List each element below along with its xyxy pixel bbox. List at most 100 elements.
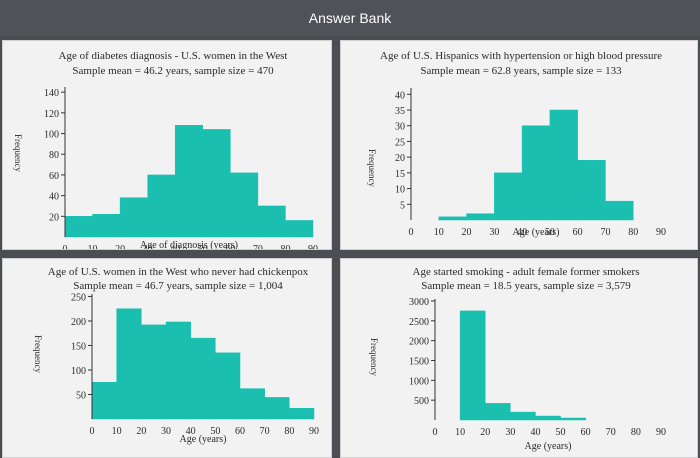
- x-tick-label: 10: [88, 244, 98, 250]
- x-tick-label: 0: [433, 427, 438, 438]
- chart-subtitle: Sample mean = 46.2 years, sample size = …: [72, 65, 274, 77]
- y-tick-label: 25: [395, 137, 405, 148]
- histogram-bar: [605, 200, 634, 221]
- histogram-bar: [459, 310, 486, 421]
- histogram-bar: [190, 337, 216, 420]
- x-tick-label: 60: [573, 227, 583, 238]
- y-tick-label: 50: [76, 390, 86, 401]
- x-tick-label: 80: [280, 244, 290, 250]
- y-tick-label: 200: [71, 317, 86, 328]
- x-tick-label: 50: [210, 426, 220, 437]
- histogram-bar: [257, 205, 286, 238]
- answer-bank-header: Answer Bank: [0, 0, 700, 36]
- histogram-bar: [535, 415, 561, 421]
- y-tick-label: 140: [44, 88, 59, 99]
- y-tick-label: 2500: [409, 317, 429, 328]
- chart-subtitle: Sample mean = 46.7 years, sample size = …: [73, 280, 283, 292]
- histogram-bar: [215, 352, 241, 420]
- x-tick-label: 70: [253, 244, 263, 250]
- histogram-bar: [494, 172, 523, 221]
- histogram-bar: [239, 388, 265, 420]
- histogram-bar: [289, 407, 315, 420]
- histogram-bar: [285, 220, 314, 238]
- y-axis-label: Frequency: [13, 134, 23, 172]
- histogram-bar: [577, 160, 606, 221]
- x-axis-label: Age (years): [513, 227, 560, 238]
- y-tick-label: 150: [71, 341, 86, 352]
- chart-title: Age started smoking - adult female forme…: [413, 266, 640, 278]
- x-tick-label: 90: [656, 427, 666, 438]
- y-tick-label: 100: [71, 366, 86, 377]
- x-tick-label: 10: [112, 426, 122, 437]
- y-tick-label: 80: [49, 150, 59, 161]
- x-tick-label: 30: [489, 227, 499, 238]
- y-tick-label: 2000: [409, 337, 429, 348]
- x-tick-label: 60: [225, 244, 235, 250]
- x-tick-label: 40: [530, 427, 540, 438]
- histogram-bar: [510, 411, 536, 421]
- y-axis-label: Frequency: [367, 149, 377, 187]
- x-tick-label: 60: [581, 427, 591, 438]
- x-tick-label: 0: [63, 244, 68, 250]
- y-axis-label: Frequency: [369, 338, 379, 376]
- chart-title: Age of U.S. women in the West who never …: [48, 266, 309, 278]
- histogram-bar: [147, 174, 176, 238]
- histogram-card-hypertension[interactable]: Age of U.S. Hispanics with hypertension …: [340, 40, 698, 250]
- x-tick-label: 80: [628, 227, 638, 238]
- x-axis-label: Age (years): [180, 434, 227, 445]
- histogram-bar: [174, 125, 204, 238]
- x-tick-label: 70: [260, 426, 270, 437]
- histogram-bar: [64, 216, 93, 238]
- histogram-card-diabetes[interactable]: Age of diabetes diagnosis - U.S. women i…: [2, 40, 332, 250]
- histogram-smoking-chart: Age started smoking - adult female forme…: [369, 266, 666, 452]
- chart-title: Age of U.S. Hispanics with hypertension …: [380, 50, 662, 62]
- y-axis-label: Frequency: [33, 335, 43, 373]
- x-tick-label: 50: [198, 244, 208, 250]
- y-tick-label: 500: [414, 396, 429, 407]
- x-tick-label: 10: [455, 427, 465, 438]
- chart-title: Age of diabetes diagnosis - U.S. women i…: [59, 50, 288, 62]
- x-tick-label: 60: [235, 426, 245, 437]
- chart-subtitle: Sample mean = 62.8 years, sample size = …: [420, 65, 622, 77]
- x-tick-label: 80: [631, 427, 641, 438]
- y-tick-label: 250: [71, 292, 86, 303]
- x-axis-label: Age of diagnosis (years): [140, 240, 238, 250]
- x-tick-label: 50: [545, 227, 555, 238]
- x-tick-label: 20: [115, 244, 125, 250]
- x-axis-label: Age (years): [525, 441, 572, 452]
- y-tick-label: 1000: [409, 376, 429, 387]
- y-tick-label: 40: [395, 90, 405, 101]
- histogram-card-chickenpox[interactable]: Age of U.S. women in the West who never …: [2, 258, 332, 458]
- histogram-bar: [549, 109, 578, 221]
- y-tick-label: 20: [49, 212, 59, 223]
- histogram-chickenpox-chart: Age of U.S. women in the West who never …: [33, 266, 319, 445]
- histogram-bar: [202, 129, 231, 238]
- histogram-card-smoking[interactable]: Age started smoking - adult female forme…: [340, 258, 698, 458]
- y-tick-label: 35: [395, 106, 405, 117]
- x-tick-label: 30: [143, 244, 153, 250]
- histogram-bar: [116, 308, 142, 420]
- histogram-bar: [165, 321, 191, 420]
- x-tick-label: 40: [517, 227, 527, 238]
- x-tick-label: 50: [556, 427, 566, 438]
- y-tick-label: 5: [400, 200, 405, 211]
- x-tick-label: 70: [600, 227, 610, 238]
- histogram-bar: [466, 213, 495, 221]
- y-tick-label: 40: [49, 192, 59, 203]
- x-tick-label: 40: [170, 244, 180, 250]
- x-tick-label: 20: [462, 227, 472, 238]
- histogram-bar: [119, 197, 148, 238]
- x-tick-label: 90: [309, 426, 319, 437]
- chart-subtitle: Sample mean = 18.5 years, sample size = …: [421, 280, 631, 292]
- y-tick-label: 3000: [409, 297, 429, 308]
- x-tick-label: 70: [606, 427, 616, 438]
- x-tick-label: 90: [656, 227, 666, 238]
- histogram-bar: [91, 381, 117, 420]
- y-tick-label: 15: [395, 169, 405, 180]
- x-tick-label: 0: [90, 426, 95, 437]
- x-tick-label: 20: [480, 427, 490, 438]
- x-tick-label: 30: [161, 426, 171, 437]
- x-tick-label: 10: [434, 227, 444, 238]
- histogram-hypertension-chart: Age of U.S. Hispanics with hypertension …: [367, 50, 666, 238]
- histogram-bar: [521, 125, 551, 221]
